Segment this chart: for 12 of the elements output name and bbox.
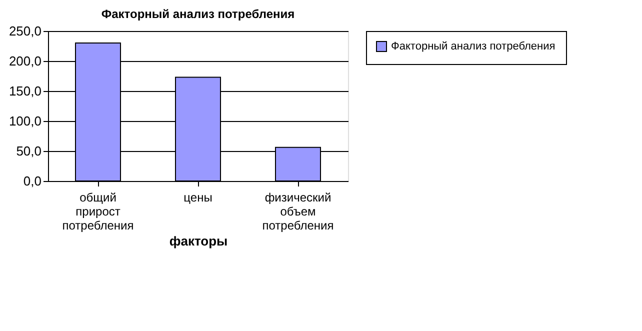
- y-tick-label: 200,0: [8, 54, 42, 68]
- y-tick-label: 150,0: [8, 84, 42, 98]
- y-tick-label: 50,0: [16, 144, 42, 158]
- y-tick-label: 0,0: [23, 174, 42, 188]
- x-axis-title: факторы: [169, 234, 228, 248]
- y-tick-label: 250,0: [8, 24, 42, 38]
- x-tick-label: цены: [184, 190, 212, 204]
- x-tick-label: общий прирост потребления: [62, 190, 134, 232]
- y-tick-label: 100,0: [8, 114, 42, 128]
- x-tick-label: физический объем потребления: [262, 190, 334, 232]
- chart-title: Факторный анализ потребления: [101, 7, 295, 21]
- legend-label: Факторный анализ потребления: [391, 40, 556, 52]
